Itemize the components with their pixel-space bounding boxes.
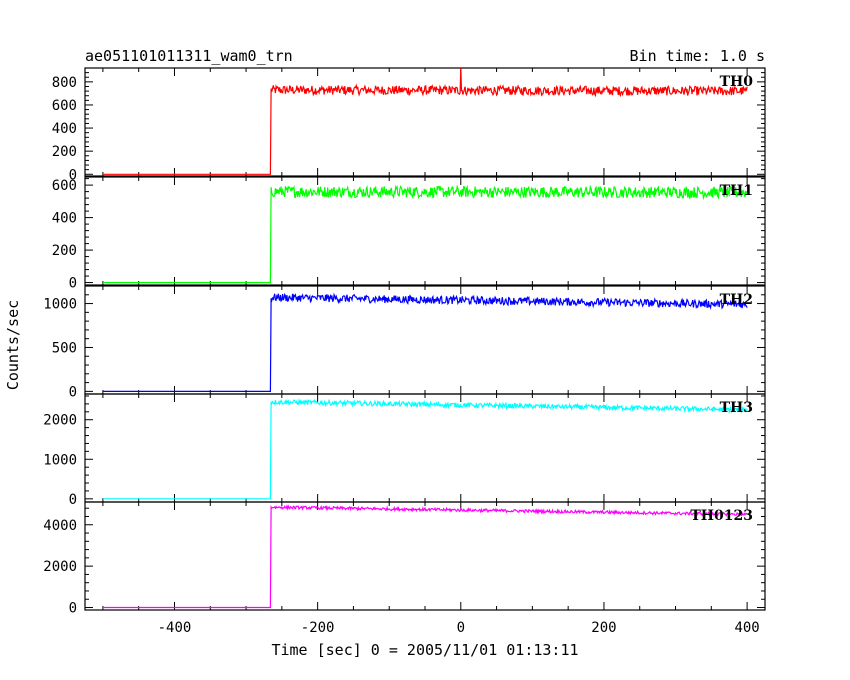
y-tick-label: 500 <box>52 340 77 356</box>
x-tick-label: 400 <box>734 620 759 636</box>
y-tick-label: 2000 <box>43 413 77 429</box>
series-line-th0123 <box>102 504 748 609</box>
y-tick-label: 0 <box>69 276 77 292</box>
y-tick-label: 1000 <box>43 297 77 313</box>
series-line-th3 <box>102 398 748 500</box>
series-label-th1: TH1 <box>720 183 753 199</box>
panels: 0 200 400 600 800 TH0 0 200 400 600 TH1 0 500 1000 TH2… <box>43 67 766 636</box>
y-tick-label: 400 <box>52 121 77 137</box>
series-label-th3: TH3 <box>720 400 753 416</box>
y-tick-label: 600 <box>52 178 77 194</box>
x-tick-label: -400 <box>158 620 192 636</box>
y-tick-label: 2000 <box>43 559 77 575</box>
y-tick-label: 600 <box>52 98 77 114</box>
y-tick-label: 0 <box>69 492 77 508</box>
x-axis-label: Time [sec] 0 = 2005/11/01 01:13:11 <box>271 641 578 659</box>
series-line-th2 <box>102 292 748 392</box>
y-tick-label: 200 <box>52 144 77 160</box>
y-tick-label: 0 <box>69 601 77 617</box>
panel-frame-th0123 <box>84 501 766 611</box>
x-tick-label: 0 <box>457 620 465 636</box>
y-tick-label: 0 <box>69 167 77 183</box>
series-line-th1 <box>102 184 748 284</box>
panel-frame-th3 <box>84 393 766 503</box>
series-label-th0123: TH0123 <box>690 508 753 524</box>
y-tick-label: 400 <box>52 211 77 227</box>
series-line-th0 <box>102 67 748 175</box>
y-axis-label: Counts/sec <box>4 300 22 390</box>
y-tick-label: 0 <box>69 384 77 400</box>
chart-subtitle: Bin time: 1.0 s <box>630 47 765 65</box>
chart-title: ae051101011311_wam0_trn <box>85 47 293 65</box>
y-tick-label: 800 <box>52 75 77 91</box>
series-label-th0: TH0 <box>720 74 754 90</box>
series-label-th2: TH2 <box>720 292 753 308</box>
x-tick-label: -200 <box>301 620 335 636</box>
panel-frame-th0 <box>84 67 766 177</box>
x-tick-label: 200 <box>591 620 616 636</box>
y-tick-label: 200 <box>52 243 77 259</box>
y-tick-label: 4000 <box>43 518 77 534</box>
y-tick-label: 1000 <box>43 452 77 468</box>
